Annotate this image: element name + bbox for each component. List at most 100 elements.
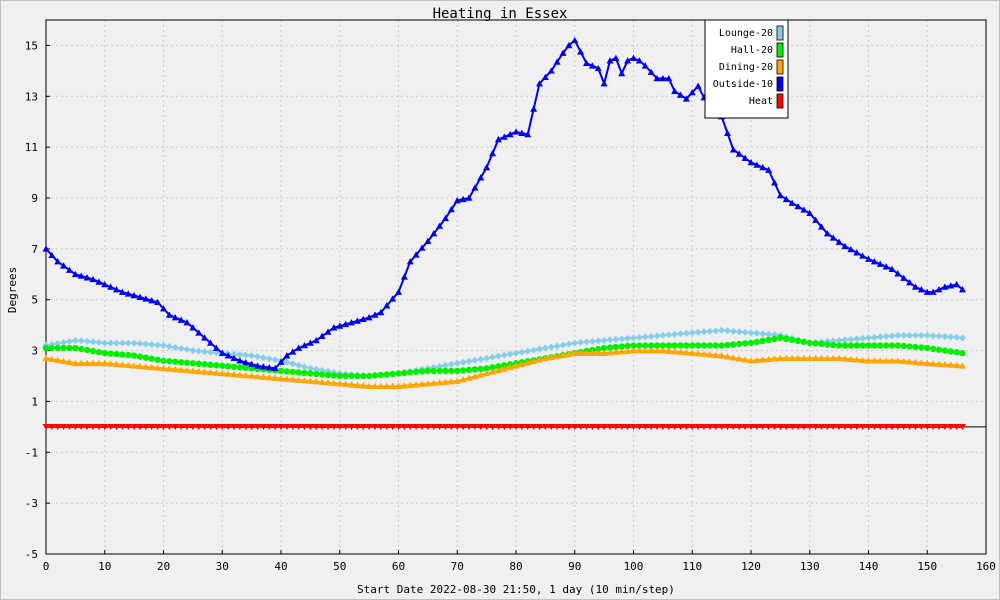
data-point-hall-20 bbox=[330, 372, 338, 379]
data-point-outside-10 bbox=[571, 36, 579, 44]
data-point-dining-20 bbox=[912, 358, 919, 366]
data-point-lounge-20 bbox=[553, 342, 561, 350]
data-point-heat bbox=[894, 424, 902, 431]
x-tick-label: 50 bbox=[333, 560, 346, 573]
data-point-heat bbox=[465, 424, 473, 431]
legend-entry-label: Dining-20 bbox=[719, 62, 773, 73]
data-point-outside-10 bbox=[953, 280, 961, 288]
data-point-hall-20 bbox=[236, 364, 244, 371]
data-point-outside-10 bbox=[635, 57, 643, 64]
data-point-lounge-20 bbox=[900, 331, 908, 339]
data-point-dining-20 bbox=[724, 353, 731, 360]
data-point-heat bbox=[647, 424, 655, 431]
data-point-lounge-20 bbox=[894, 331, 902, 339]
data-point-heat bbox=[953, 424, 961, 431]
data-point-outside-10 bbox=[271, 364, 279, 372]
legend-swatch bbox=[776, 93, 784, 109]
data-point-dining-20 bbox=[706, 351, 714, 358]
data-point-dining-20 bbox=[712, 351, 720, 358]
data-point-hall-20 bbox=[859, 342, 866, 349]
data-point-outside-10 bbox=[747, 158, 755, 166]
data-point-outside-10 bbox=[283, 352, 291, 359]
data-point-outside-10 bbox=[906, 279, 914, 286]
data-point-lounge-20 bbox=[66, 337, 73, 345]
data-point-heat bbox=[771, 424, 778, 431]
data-point-outside-10 bbox=[89, 275, 97, 283]
data-point-heat bbox=[359, 424, 367, 431]
data-point-hall-20 bbox=[824, 341, 831, 348]
data-point-outside-10 bbox=[935, 286, 943, 293]
data-point-dining-20 bbox=[383, 382, 391, 389]
data-point-hall-20 bbox=[377, 371, 385, 379]
data-point-outside-10 bbox=[130, 291, 138, 299]
data-point-heat bbox=[594, 424, 602, 431]
data-point-hall-20 bbox=[54, 344, 61, 352]
data-point-outside-10 bbox=[559, 49, 567, 56]
data-point-outside-10 bbox=[254, 362, 261, 369]
series-heat bbox=[42, 424, 966, 431]
data-point-hall-20 bbox=[295, 369, 302, 376]
data-point-heat bbox=[406, 424, 414, 431]
data-point-lounge-20 bbox=[665, 331, 673, 339]
data-point-outside-10 bbox=[688, 88, 696, 96]
data-point-hall-20 bbox=[753, 338, 761, 346]
data-point-hall-20 bbox=[741, 340, 749, 347]
data-point-heat bbox=[812, 424, 820, 431]
data-point-dining-20 bbox=[559, 351, 567, 358]
data-point-outside-10 bbox=[641, 62, 649, 69]
data-point-outside-10 bbox=[265, 364, 273, 371]
data-point-dining-20 bbox=[771, 355, 778, 362]
data-point-heat bbox=[841, 424, 849, 431]
data-point-lounge-20 bbox=[483, 354, 491, 362]
y-axis-label: Degrees bbox=[6, 267, 19, 313]
data-point-hall-20 bbox=[483, 365, 490, 372]
data-point-lounge-20 bbox=[571, 339, 579, 347]
data-point-hall-20 bbox=[401, 369, 408, 377]
data-point-dining-20 bbox=[547, 353, 555, 360]
data-point-lounge-20 bbox=[647, 332, 655, 340]
data-point-outside-10 bbox=[207, 339, 214, 346]
data-point-lounge-20 bbox=[741, 328, 749, 336]
data-point-outside-10 bbox=[800, 206, 808, 213]
data-point-heat bbox=[671, 424, 679, 431]
data-point-hall-20 bbox=[459, 367, 467, 374]
data-point-lounge-20 bbox=[706, 327, 714, 335]
data-point-heat bbox=[453, 424, 461, 431]
data-point-outside-10 bbox=[71, 270, 79, 278]
data-point-outside-10 bbox=[618, 69, 626, 77]
data-point-hall-20 bbox=[841, 342, 849, 349]
data-point-hall-20 bbox=[489, 364, 496, 371]
data-point-heat bbox=[101, 424, 109, 431]
data-point-outside-10 bbox=[536, 80, 543, 87]
data-point-hall-20 bbox=[659, 342, 667, 349]
data-point-lounge-20 bbox=[60, 338, 68, 346]
data-point-lounge-20 bbox=[859, 334, 867, 342]
data-point-outside-10 bbox=[201, 334, 209, 341]
y-tick-labels: 15 13 11 9 7 5 3 1 -1 -3 -5 bbox=[25, 39, 38, 561]
data-point-outside-10 bbox=[947, 282, 955, 289]
data-point-dining-20 bbox=[48, 355, 56, 363]
data-point-heat bbox=[353, 424, 361, 431]
data-point-dining-20 bbox=[647, 347, 655, 354]
data-point-heat bbox=[330, 424, 338, 431]
legend-swatch bbox=[776, 59, 784, 75]
y-tick-label: 3 bbox=[31, 345, 38, 358]
data-point-outside-10 bbox=[765, 166, 773, 173]
data-point-heat bbox=[183, 424, 191, 431]
data-point-lounge-20 bbox=[941, 333, 949, 341]
data-point-dining-20 bbox=[212, 369, 220, 376]
data-point-heat bbox=[324, 424, 332, 431]
data-point-outside-10 bbox=[371, 311, 379, 318]
data-point-hall-20 bbox=[665, 342, 672, 349]
data-point-lounge-20 bbox=[295, 361, 303, 369]
data-point-lounge-20 bbox=[712, 327, 720, 335]
data-point-outside-10 bbox=[436, 222, 444, 229]
data-point-heat bbox=[888, 424, 896, 431]
data-point-dining-20 bbox=[230, 370, 238, 378]
data-point-outside-10 bbox=[759, 163, 767, 171]
data-point-hall-20 bbox=[454, 367, 461, 375]
data-point-heat bbox=[512, 424, 520, 431]
data-point-hall-20 bbox=[630, 342, 637, 349]
legend-entry-label: Hall-20 bbox=[731, 45, 773, 56]
data-point-outside-10 bbox=[588, 62, 596, 69]
